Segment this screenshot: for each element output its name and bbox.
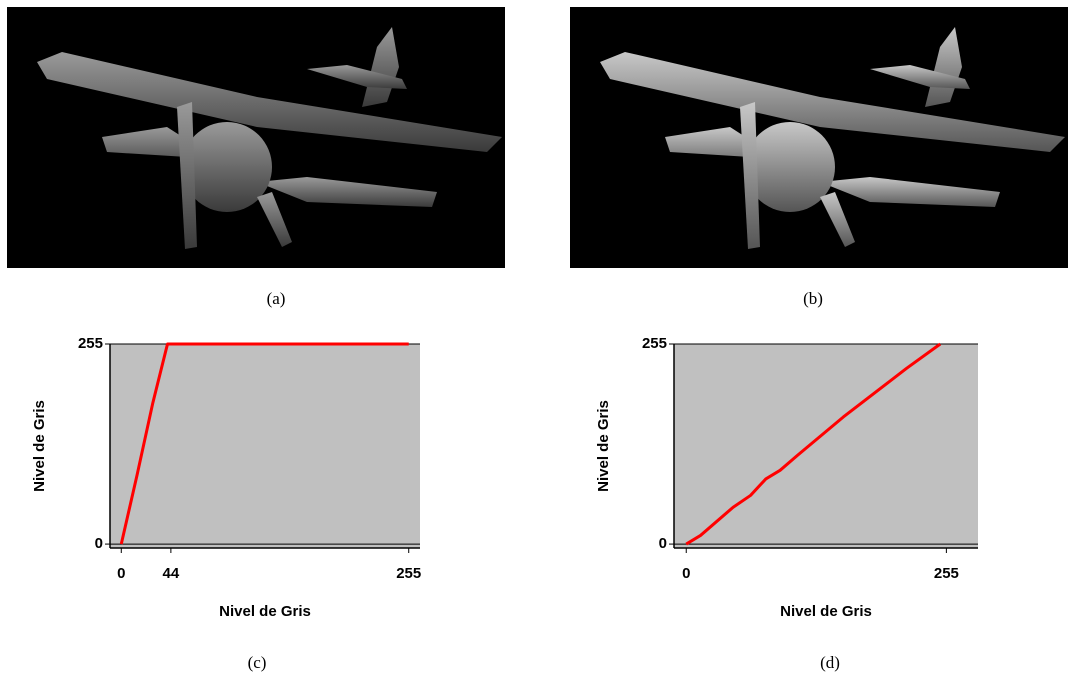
chart: 0 255 0 255 Nivel de Gris Nivel de Gris <box>595 335 978 620</box>
caption: (a) <box>267 289 286 308</box>
caption: (b) <box>803 289 823 308</box>
caption: (c) <box>248 653 267 672</box>
image-a <box>7 7 505 268</box>
x-tick-label: 255 <box>934 565 959 582</box>
y-tick-label: 255 <box>642 335 667 352</box>
y-tick-label: 255 <box>78 335 103 352</box>
y-axis-label: Nivel de Gris <box>595 400 612 492</box>
plot-area <box>110 344 420 548</box>
figure: (a) (b) (c) (d) 0 255 0 44 255 Nivel de Gris N… <box>0 0 1081 677</box>
y-tick-label: 0 <box>95 535 103 552</box>
chart: 0 255 0 44 255 Nivel de Gris Nivel de Gris <box>31 335 421 620</box>
image-b <box>570 7 1068 268</box>
x-tick-label: 44 <box>163 565 180 582</box>
x-tick-label: 0 <box>682 565 690 582</box>
x-tick-label: 255 <box>396 565 421 582</box>
x-tick-label: 0 <box>117 565 125 582</box>
caption: (d) <box>820 653 840 672</box>
y-axis-label: Nivel de Gris <box>31 400 48 492</box>
x-axis-label: Nivel de Gris <box>219 603 311 620</box>
x-axis-label: Nivel de Gris <box>780 603 872 620</box>
figure-canvas: (a) (b) (c) (d) 0 255 0 44 255 Nivel de Gris N… <box>0 0 1081 677</box>
y-tick-label: 0 <box>659 535 667 552</box>
